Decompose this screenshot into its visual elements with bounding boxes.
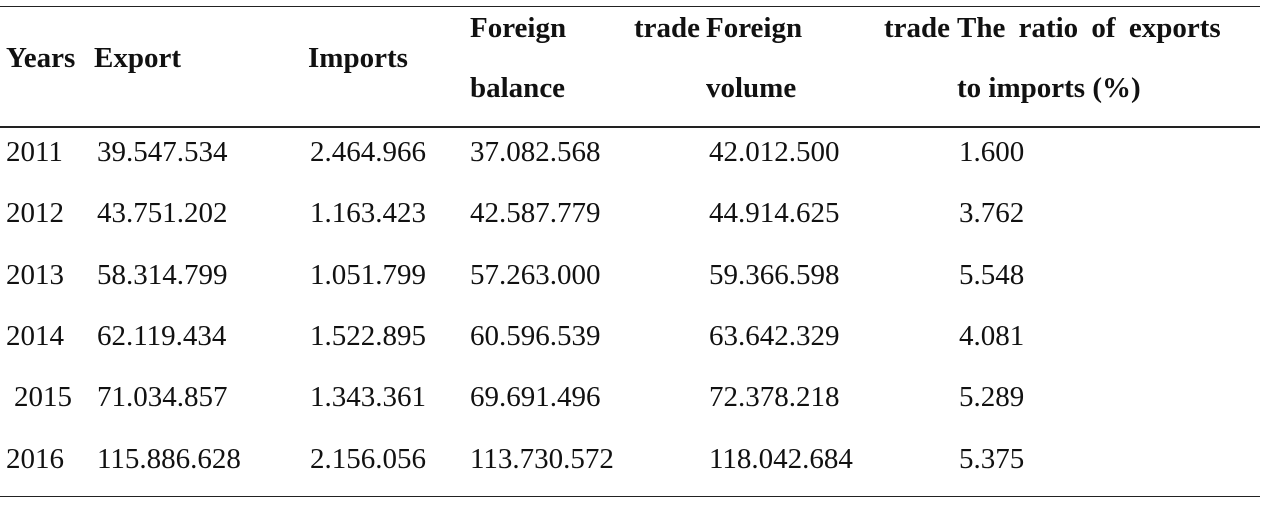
cell-export: 58.314.799: [97, 259, 228, 291]
header-years: Years: [6, 42, 76, 74]
cell-ratio: 5.375: [959, 443, 1025, 475]
cell-year: 2011: [6, 136, 63, 168]
cell-balance: 60.596.539: [470, 320, 601, 352]
header-ratio: The ratio of exports to imports (%): [957, 14, 1257, 134]
table-row: 2013 58.314.799 1.051.799 57.263.000 59.…: [0, 261, 1264, 321]
header-ftv-word-3: volume: [706, 72, 797, 104]
header-ftb-word-1: Foreign: [470, 12, 567, 44]
cell-export: 43.751.202: [97, 197, 228, 229]
cell-volume: 42.012.500: [709, 136, 840, 168]
table-top-rule: [0, 6, 1260, 7]
table-row: 2012 43.751.202 1.163.423 42.587.779 44.…: [0, 199, 1264, 259]
cell-export: 39.547.534: [97, 136, 228, 168]
cell-ratio: 1.600: [959, 136, 1025, 168]
cell-imports: 2.156.056: [310, 443, 426, 475]
header-ftv-word-2: trade: [883, 12, 950, 44]
header-ratio-line-2: to imports (%): [957, 72, 1141, 104]
header-foreign-trade-balance: Foreign trade balance: [470, 14, 700, 134]
cell-year: 2015: [14, 381, 72, 413]
cell-ratio: 5.548: [959, 259, 1025, 291]
header-ftb-word-2: trade: [633, 12, 700, 44]
cell-volume: 59.366.598: [709, 259, 840, 291]
table-row: 2016 115.886.628 2.156.056 113.730.572 1…: [0, 445, 1264, 505]
table-bottom-rule: [0, 496, 1260, 497]
cell-year: 2012: [6, 197, 64, 229]
cell-year: 2013: [6, 259, 64, 291]
cell-balance: 42.587.779: [470, 197, 601, 229]
cell-volume: 44.914.625: [709, 197, 840, 229]
cell-imports: 1.343.361: [310, 381, 426, 413]
cell-ratio: 4.081: [959, 320, 1025, 352]
header-ftv-word-1: Foreign: [706, 12, 803, 44]
cell-ratio: 3.762: [959, 197, 1025, 229]
cell-year: 2016: [6, 443, 64, 475]
header-ratio-line-1: The ratio of exports: [957, 12, 1221, 44]
cell-volume: 72.378.218: [709, 381, 840, 413]
cell-balance: 69.691.496: [470, 381, 601, 413]
cell-ratio: 5.289: [959, 381, 1025, 413]
table-row: 2011 39.547.534 2.464.966 37.082.568 42.…: [0, 138, 1264, 198]
table-row: 2014 62.119.434 1.522.895 60.596.539 63.…: [0, 322, 1264, 382]
header-imports: Imports: [308, 42, 408, 74]
cell-volume: 118.042.684: [709, 443, 853, 475]
cell-balance: 37.082.568: [470, 136, 601, 168]
header-ftb-word-3: balance: [470, 72, 566, 104]
cell-imports: 2.464.966: [310, 136, 426, 168]
cell-export: 115.886.628: [97, 443, 241, 475]
table-row: 2015 71.034.857 1.343.361 69.691.496 72.…: [0, 383, 1264, 443]
cell-imports: 1.163.423: [310, 197, 426, 229]
cell-export: 62.119.434: [97, 320, 227, 352]
header-foreign-trade-volume: Foreign trade volume: [706, 14, 950, 134]
cell-export: 71.034.857: [97, 381, 228, 413]
cell-imports: 1.051.799: [310, 259, 426, 291]
cell-balance: 57.263.000: [470, 259, 601, 291]
cell-volume: 63.642.329: [709, 320, 840, 352]
cell-year: 2014: [6, 320, 64, 352]
header-export: Export: [94, 42, 181, 74]
header-rule: [0, 126, 1260, 128]
cell-imports: 1.522.895: [310, 320, 426, 352]
cell-balance: 113.730.572: [470, 443, 614, 475]
